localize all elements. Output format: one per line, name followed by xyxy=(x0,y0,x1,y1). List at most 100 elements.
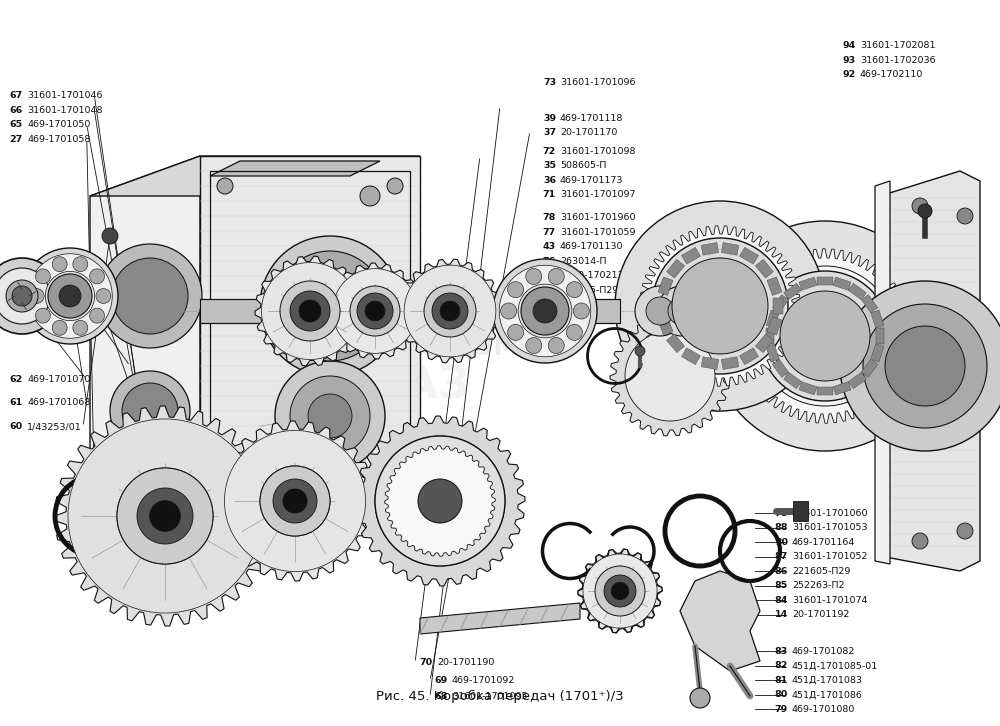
Text: 93: 93 xyxy=(843,56,856,65)
Text: 469-1701173: 469-1701173 xyxy=(560,176,624,184)
Bar xyxy=(721,356,739,370)
Text: 31601-1701096: 31601-1701096 xyxy=(560,78,636,86)
Text: 31601-1701098: 31601-1701098 xyxy=(560,147,636,155)
Circle shape xyxy=(957,208,973,224)
Circle shape xyxy=(29,288,44,303)
Bar xyxy=(657,298,667,314)
Bar xyxy=(667,334,685,353)
Text: Рис. 45. Коробка передач (1701⁺)/3: Рис. 45. Коробка передач (1701⁺)/3 xyxy=(376,690,624,703)
Circle shape xyxy=(22,248,118,344)
Circle shape xyxy=(28,254,112,338)
Circle shape xyxy=(12,286,32,306)
Text: 64: 64 xyxy=(10,279,23,287)
Text: 68: 68 xyxy=(435,693,448,701)
Circle shape xyxy=(521,287,569,335)
Circle shape xyxy=(918,204,932,218)
Polygon shape xyxy=(398,259,502,363)
Text: 31601-1702081: 31601-1702081 xyxy=(860,41,936,50)
Circle shape xyxy=(217,178,233,194)
Text: 88: 88 xyxy=(774,523,788,532)
Text: 78: 78 xyxy=(543,213,556,222)
Bar xyxy=(766,344,779,362)
Text: 90: 90 xyxy=(840,321,853,330)
Polygon shape xyxy=(738,249,912,423)
Text: 72: 72 xyxy=(543,147,556,155)
Circle shape xyxy=(840,281,1000,451)
Circle shape xyxy=(780,291,870,381)
Circle shape xyxy=(657,286,707,336)
Text: 63: 63 xyxy=(10,301,23,309)
Bar xyxy=(871,310,884,328)
Circle shape xyxy=(68,419,262,613)
Circle shape xyxy=(73,257,88,272)
Circle shape xyxy=(122,383,178,439)
Text: 469-1701050: 469-1701050 xyxy=(27,121,90,129)
Bar xyxy=(740,348,758,364)
Text: 94: 94 xyxy=(843,41,856,50)
Circle shape xyxy=(635,346,645,356)
Text: 91: 91 xyxy=(840,306,853,315)
Bar xyxy=(658,317,673,335)
Circle shape xyxy=(566,282,582,298)
Bar xyxy=(667,259,685,278)
Text: УАЗ: УАЗ xyxy=(370,364,470,407)
Text: 66: 66 xyxy=(10,106,23,115)
Circle shape xyxy=(117,468,213,564)
Text: 82: 82 xyxy=(775,661,788,670)
Text: 65: 65 xyxy=(10,121,23,129)
Text: 14: 14 xyxy=(775,611,788,619)
Circle shape xyxy=(299,300,321,322)
Text: 81: 81 xyxy=(775,676,788,685)
Text: 296485-П29: 296485-П29 xyxy=(560,286,618,295)
Text: 469-1701118: 469-1701118 xyxy=(560,114,623,123)
Circle shape xyxy=(595,566,645,616)
Circle shape xyxy=(710,221,940,451)
Circle shape xyxy=(404,265,496,357)
Polygon shape xyxy=(510,295,540,327)
Circle shape xyxy=(110,371,190,451)
Circle shape xyxy=(48,274,92,318)
Polygon shape xyxy=(680,571,760,671)
Text: 80: 80 xyxy=(775,690,788,699)
Circle shape xyxy=(508,282,524,298)
Text: 3160-1702117: 3160-1702117 xyxy=(560,272,630,280)
Circle shape xyxy=(548,338,564,354)
Circle shape xyxy=(260,466,330,536)
Circle shape xyxy=(295,271,365,341)
Circle shape xyxy=(672,258,768,354)
Circle shape xyxy=(273,479,317,523)
Text: 73: 73 xyxy=(543,78,556,86)
Bar xyxy=(682,348,700,364)
Text: 87: 87 xyxy=(775,552,788,561)
Circle shape xyxy=(912,533,928,549)
Bar xyxy=(817,387,833,396)
Text: 78: 78 xyxy=(775,509,788,518)
Circle shape xyxy=(387,453,403,469)
Circle shape xyxy=(604,575,636,607)
Text: 508605-П: 508605-П xyxy=(560,161,606,170)
Bar xyxy=(721,242,739,256)
Polygon shape xyxy=(210,161,380,176)
Circle shape xyxy=(131,522,137,528)
Bar xyxy=(848,372,866,388)
Text: 39: 39 xyxy=(543,114,556,123)
Text: 76: 76 xyxy=(543,257,556,266)
Text: 260306-П29: 260306-П29 xyxy=(857,306,916,315)
Circle shape xyxy=(402,463,478,539)
Text: 35: 35 xyxy=(543,161,556,170)
Text: 31601-1701046: 31601-1701046 xyxy=(27,91,103,100)
Text: 61: 61 xyxy=(10,399,23,407)
Circle shape xyxy=(45,272,95,321)
Polygon shape xyxy=(55,406,275,626)
Text: 60: 60 xyxy=(10,423,23,431)
Text: 451Д-1701086: 451Д-1701086 xyxy=(792,690,863,699)
Circle shape xyxy=(912,198,928,214)
Text: 31601-1701077: 31601-1701077 xyxy=(857,335,932,344)
Bar xyxy=(682,248,700,264)
Circle shape xyxy=(387,178,403,194)
Circle shape xyxy=(957,523,973,539)
Text: 469-1701068: 469-1701068 xyxy=(27,399,90,407)
Text: 31601-2401046: 31601-2401046 xyxy=(27,279,103,287)
Bar xyxy=(799,277,817,290)
Polygon shape xyxy=(610,316,730,436)
